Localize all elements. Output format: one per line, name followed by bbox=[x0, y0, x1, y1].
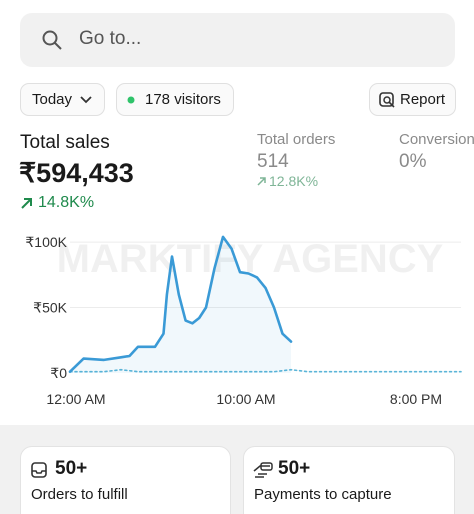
metric-value: ₹594,433 bbox=[19, 158, 134, 188]
y-tick-label: ₹100K bbox=[25, 234, 67, 250]
metric-value: 0% bbox=[399, 151, 427, 172]
card-label: Payments to capture bbox=[254, 486, 392, 503]
metric-label: Conversion bbox=[399, 131, 474, 148]
visitors-pill[interactable]: 178 visitors bbox=[116, 83, 234, 116]
up-arrow bbox=[257, 177, 266, 186]
date-label: Today bbox=[32, 91, 73, 108]
metric-change: 12.8K% bbox=[269, 173, 319, 189]
report-button[interactable]: Report bbox=[369, 83, 456, 116]
card[interactable]: 50+ Orders to fulfill bbox=[20, 446, 231, 514]
sales-line bbox=[68, 235, 293, 373]
x-tick-label: 10:00 AM bbox=[216, 391, 275, 407]
card[interactable]: 50+ Payments to capture bbox=[243, 446, 455, 514]
y-tick-label: ₹0 bbox=[50, 365, 67, 381]
inbox-icon bbox=[31, 462, 47, 478]
chevron bbox=[80, 95, 92, 103]
search-icon bbox=[42, 30, 62, 50]
report-label: Report bbox=[400, 91, 446, 108]
report-icon bbox=[379, 91, 395, 108]
search-bar[interactable]: Go to... bbox=[20, 13, 455, 67]
metric-value: 514 bbox=[257, 151, 289, 172]
x-tick-label: 8:00 PM bbox=[390, 391, 442, 407]
card-label: Orders to fulfill bbox=[31, 486, 128, 503]
comparison-line bbox=[69, 368, 462, 373]
visitors-label: 178 visitors bbox=[145, 91, 221, 108]
date-filter[interactable]: Today bbox=[20, 83, 105, 116]
card-count: 50+ bbox=[55, 458, 88, 479]
metric-label: Total orders bbox=[257, 131, 336, 148]
metric-label: Total sales bbox=[20, 132, 110, 153]
y-tick-label: ₹50K bbox=[33, 300, 67, 316]
card-count: 50+ bbox=[278, 458, 311, 479]
up-arrow bbox=[21, 198, 32, 209]
x-tick-label: 12:00 AM bbox=[46, 391, 105, 407]
search-placeholder: Go to... bbox=[79, 28, 142, 49]
live-dot bbox=[127, 96, 135, 103]
metric-change: 14.8K% bbox=[38, 194, 95, 211]
payment-icon bbox=[253, 462, 273, 478]
